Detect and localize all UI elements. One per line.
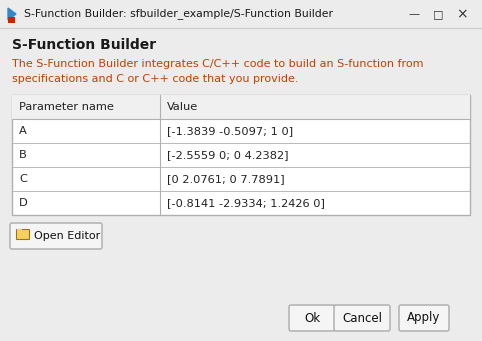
Text: —: — [408, 9, 419, 19]
Bar [12, 95, 470, 215]
Text: S-Function Builder: S-Function Builder [12, 38, 156, 52]
Text: B: B [19, 150, 27, 160]
Text: [-2.5559 0; 0 4.2382]: [-2.5559 0; 0 4.2382] [167, 150, 289, 160]
Bar [12, 95, 470, 119]
FancyBboxPatch shape [289, 305, 335, 331]
Text: C: C [19, 174, 27, 184]
Text: □: □ [433, 9, 443, 19]
FancyBboxPatch shape [16, 229, 29, 239]
FancyBboxPatch shape [334, 305, 390, 331]
Text: [-1.3839 -0.5097; 1 0]: [-1.3839 -0.5097; 1 0] [167, 126, 293, 136]
Text: Ok: Ok [304, 311, 320, 325]
FancyBboxPatch shape [10, 223, 102, 249]
Text: [-0.8141 -2.9334; 1.2426 0]: [-0.8141 -2.9334; 1.2426 0] [167, 198, 325, 208]
Bar [0, 0, 482, 28]
Bar [8, 17, 15, 23]
Text: The S-Function Builder integrates C/C++ code to build an S-function from: The S-Function Builder integrates C/C++ … [12, 59, 424, 69]
Polygon shape [8, 8, 16, 20]
Text: Parameter name: Parameter name [19, 102, 114, 112]
Text: D: D [19, 198, 28, 208]
Text: Apply: Apply [407, 311, 441, 325]
Text: Open Editor: Open Editor [34, 231, 100, 241]
Text: Cancel: Cancel [342, 311, 382, 325]
Text: specifications and C or C++ code that you provide.: specifications and C or C++ code that yo… [12, 74, 298, 84]
Text: Value: Value [167, 102, 198, 112]
Text: S-Function Builder: sfbuilder_example/S-Function Builder: S-Function Builder: sfbuilder_example/S-… [24, 9, 333, 19]
Text: [0 2.0761; 0 7.7891]: [0 2.0761; 0 7.7891] [167, 174, 285, 184]
Bar [17, 229, 22, 232]
FancyBboxPatch shape [399, 305, 449, 331]
Text: A: A [19, 126, 27, 136]
Text: ×: × [456, 7, 468, 21]
